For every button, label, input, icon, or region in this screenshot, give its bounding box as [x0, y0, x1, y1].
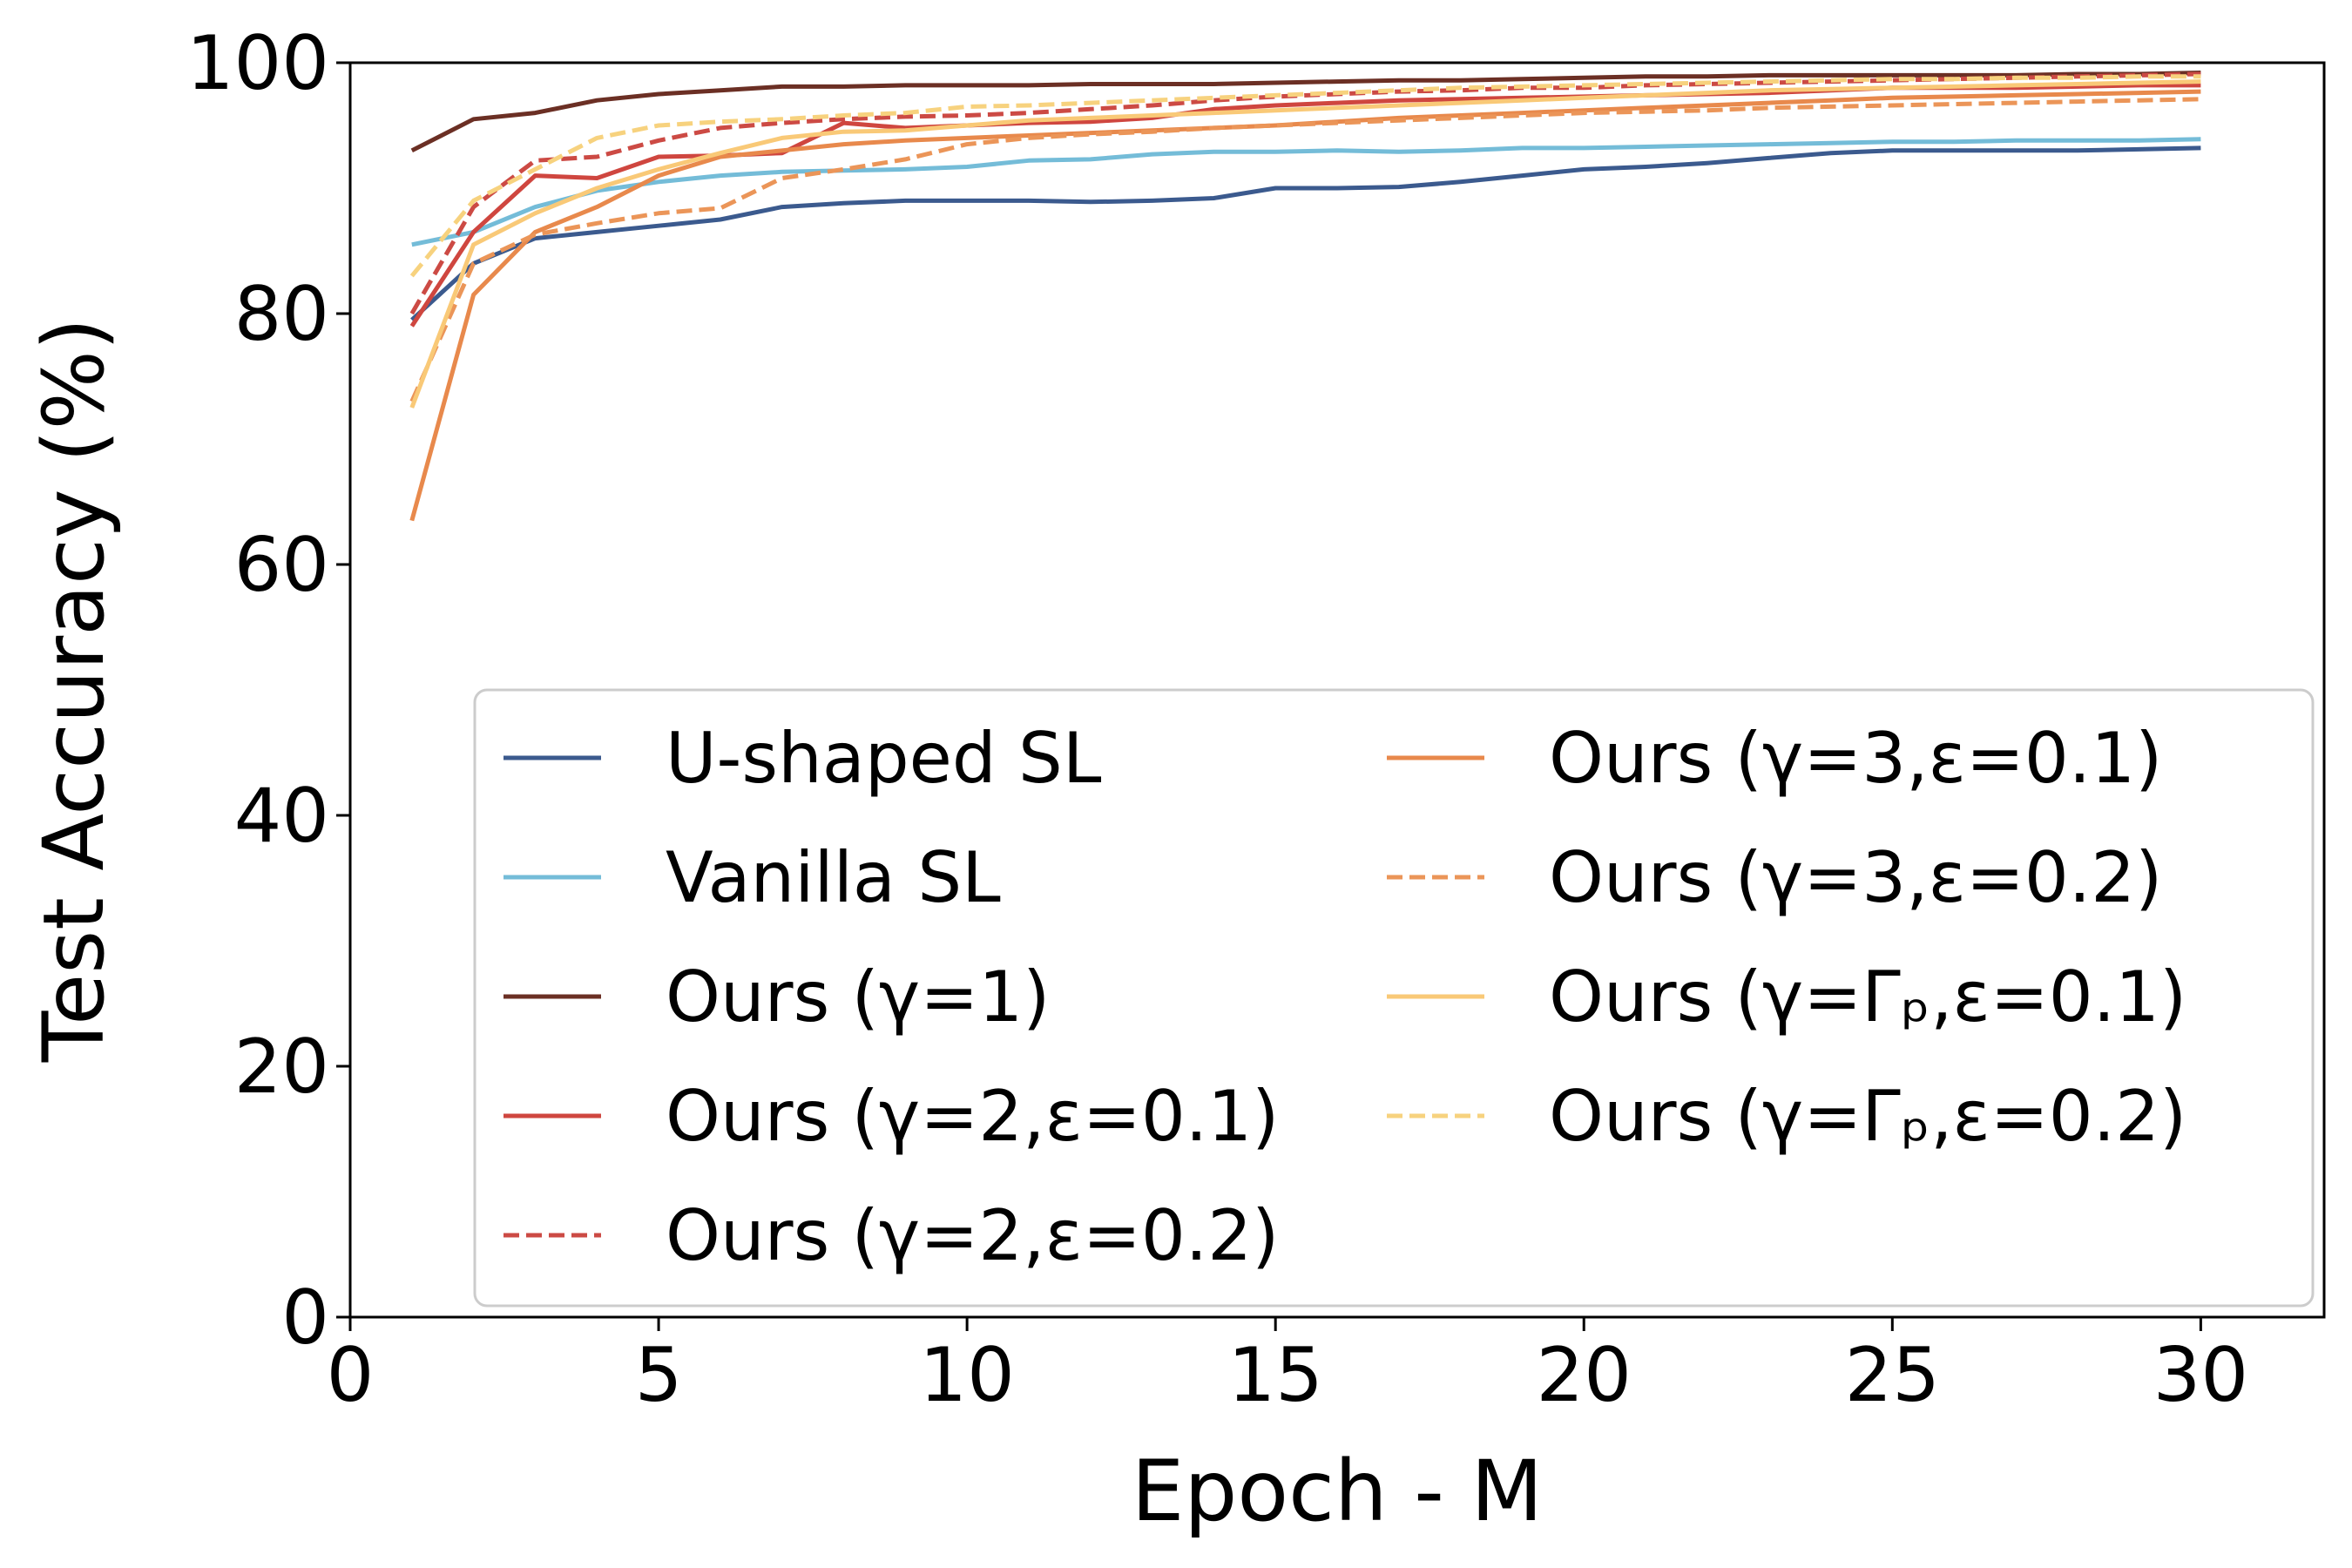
- x-axis-ticks: 0 5 10 15 20 25 30: [327, 1317, 2248, 1419]
- y-tick-label: 60: [234, 522, 329, 609]
- x-tick-label: 30: [2153, 1332, 2248, 1419]
- x-tick-label: 25: [1845, 1332, 1940, 1419]
- legend: U-shaped SL Vanilla SL Ours (γ=1) Ours (γ=2…: [473, 688, 2315, 1308]
- series-line-2: [411, 137, 2201, 247]
- series-layer: [409, 71, 2201, 522]
- y-tick-label: 20: [234, 1024, 329, 1111]
- legend-label: Ours (γ=2,ε=0.1): [666, 1076, 1279, 1157]
- series-line-9: [409, 74, 2201, 278]
- series-line-8: [409, 79, 2201, 409]
- legend-label: Ours (γ=Γₚ,ε=0.2): [1549, 1076, 2186, 1157]
- legend-label: Ours (γ=3,ε=0.2): [1549, 837, 2162, 918]
- legend-label: Ours (γ=Γₚ,ε=0.1): [1549, 956, 2186, 1037]
- y-tick-label: 80: [234, 271, 329, 358]
- x-tick-label: 20: [1537, 1332, 1632, 1419]
- plot-area-frame: [348, 61, 2326, 1319]
- y-tick-label: 0: [281, 1274, 329, 1362]
- x-tick-label: 10: [919, 1332, 1014, 1419]
- y-axis-ticks: 0 20 40 60 80 100: [186, 20, 350, 1362]
- y-tick-label: 40: [234, 773, 329, 860]
- y-axis-label: Test Accuracy (%): [25, 318, 123, 1063]
- x-tick-label: 0: [327, 1332, 375, 1419]
- series-line-7: [409, 97, 2201, 402]
- legend-label: Ours (γ=1): [666, 956, 1050, 1037]
- series-line-3: [410, 71, 2201, 153]
- legend-label: Ours (γ=2,ε=0.2): [666, 1195, 1279, 1276]
- x-axis-label: Epoch - M: [1132, 1443, 1543, 1540]
- x-tick-label: 15: [1227, 1332, 1322, 1419]
- legend-label: Vanilla SL: [666, 837, 1001, 918]
- x-tick-label: 5: [635, 1332, 683, 1419]
- y-tick-label: 100: [186, 20, 329, 107]
- series-line-1: [410, 145, 2201, 322]
- legend-label: U-shaped SL: [666, 718, 1102, 799]
- legend-label: Ours (γ=3,ε=0.1): [1549, 718, 2162, 799]
